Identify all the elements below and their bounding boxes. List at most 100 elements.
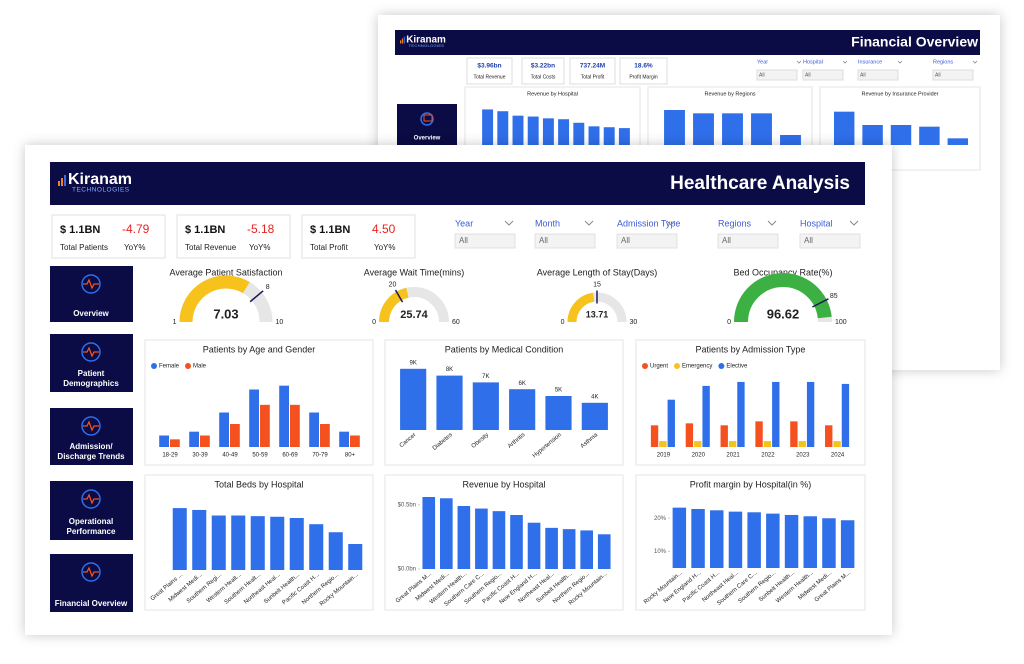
nav-icon (423, 114, 433, 122)
data-label: 4K (591, 394, 598, 400)
bar (659, 441, 667, 447)
nav-icon (81, 274, 101, 294)
gauge-target-label: 15 (593, 281, 601, 288)
bar (270, 516, 285, 570)
filter-label: Regions (718, 218, 752, 228)
gauge-value: 25.74 (400, 309, 428, 321)
data-label: 9K (409, 360, 416, 366)
bar (825, 425, 833, 447)
logo-icon (64, 175, 66, 186)
gauge-max: 60 (452, 319, 460, 326)
chart-title: Patients by Admission Type (696, 344, 806, 354)
chart-title: Revenue by Hospital (462, 479, 545, 489)
bar (260, 404, 270, 447)
gauge-min: 0 (561, 319, 565, 326)
bar (672, 507, 687, 568)
logo-icon (400, 40, 402, 44)
kpi-label: Total Revenue (474, 74, 506, 80)
filter-chevron (584, 220, 594, 226)
kpi-value: $3.22bn (531, 63, 555, 70)
nav-label: Patient (78, 369, 105, 378)
gauge-value: 13.71 (586, 309, 609, 319)
bar (527, 116, 539, 145)
x-tick-label: 2022 (761, 453, 775, 459)
filter-dropdown[interactable] (717, 233, 779, 249)
nav-icon (420, 112, 434, 126)
nav-icon (83, 346, 99, 358)
bar (581, 402, 608, 430)
y-tick-label: 10% (654, 549, 667, 555)
bar (192, 509, 207, 570)
bar (279, 385, 289, 447)
bar (348, 544, 363, 570)
bar (573, 122, 585, 145)
filter-dropdown[interactable] (799, 233, 861, 249)
bar (219, 412, 229, 447)
bar (250, 516, 265, 570)
nav-icon (83, 420, 99, 432)
kpi-label: Total Costs (531, 74, 556, 80)
gauge-title: Average Patient Satisfaction (170, 267, 283, 277)
chart-title: Profit margin by Hospital(in %) (690, 479, 812, 489)
x-tick-label: 18-29 (162, 453, 178, 459)
bar (780, 135, 801, 145)
legend-swatch (642, 363, 648, 369)
nav-icon (81, 489, 101, 509)
nav-label: Admission/ (69, 442, 113, 451)
filter-dropdown[interactable] (756, 69, 798, 81)
bar (833, 441, 841, 447)
bar (510, 515, 523, 569)
filter-dropdown[interactable] (454, 233, 516, 249)
bar (728, 511, 743, 568)
kpi-value: $ 1.1BN (60, 224, 100, 236)
filter-dropdown[interactable] (534, 233, 596, 249)
bar (840, 520, 855, 568)
bar (710, 510, 724, 568)
nav-icon (81, 342, 101, 362)
data-label: 7K (482, 374, 489, 380)
filter-label: Hospital (800, 218, 833, 228)
nav-button[interactable] (50, 481, 133, 540)
bar (309, 412, 319, 447)
nav-icon (83, 493, 99, 505)
kpi-card (51, 214, 166, 259)
gauge-min: 1 (173, 319, 177, 326)
filter-dropdown[interactable] (802, 69, 844, 81)
bar (422, 497, 436, 569)
gauge-min: 0 (727, 319, 731, 326)
bar (512, 115, 524, 145)
filter-dropdown[interactable] (616, 233, 678, 249)
filter-dropdown[interactable] (857, 69, 899, 81)
legend-label: Female (159, 364, 180, 370)
bar (309, 524, 324, 570)
kpi-label: Total Patients (60, 243, 108, 252)
filter-dropdown[interactable] (932, 69, 974, 81)
bar (527, 522, 541, 569)
kpi-label: Total Profit (581, 74, 605, 80)
bar (737, 381, 745, 447)
gauge-target (249, 290, 264, 303)
bar (545, 396, 572, 430)
data-label: 8K (446, 367, 453, 373)
filter-label: Month (535, 218, 560, 228)
kpi-card (619, 57, 668, 85)
kpi-card (466, 57, 513, 85)
bar (457, 506, 471, 569)
bar (211, 515, 226, 570)
logo-tagline: TECHNOLOGIES (72, 187, 130, 194)
nav-icon (83, 566, 99, 578)
logo-icon (61, 178, 63, 186)
bar (320, 424, 330, 447)
bar (475, 508, 488, 569)
chart-title: Revenue by Insurance Provider (861, 91, 938, 97)
logo-name: Kiranam (406, 34, 446, 45)
bar (472, 382, 499, 430)
filter-label: Year (757, 59, 768, 65)
kpi-label: Profit Margin (629, 74, 658, 80)
bar (841, 383, 850, 447)
logo-icon (401, 38, 404, 44)
bar (328, 532, 343, 570)
gauge-value-arc (379, 287, 409, 323)
back-title: Financial Overview (851, 34, 978, 50)
